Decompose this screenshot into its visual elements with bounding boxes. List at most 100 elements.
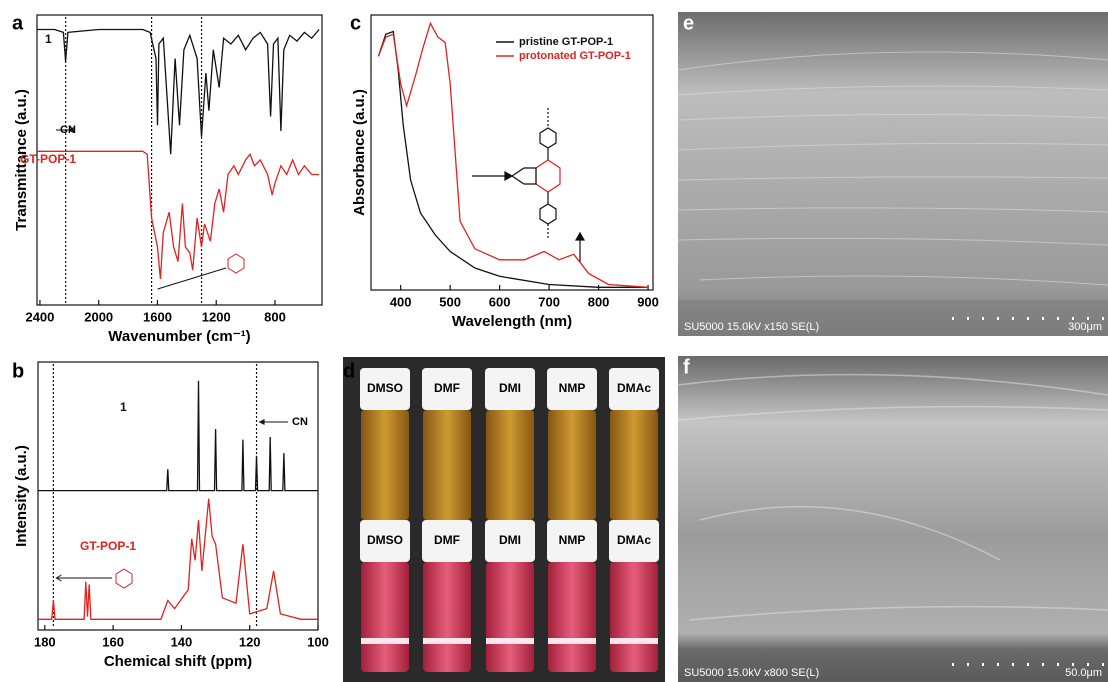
vial [423, 410, 471, 520]
panel-label: c [350, 12, 361, 34]
series-label: 1 [120, 400, 127, 414]
vial-label: DMF [434, 533, 460, 547]
arrow-head [67, 127, 74, 133]
scale-dot [982, 663, 984, 666]
x-tick-label: 140 [171, 634, 193, 649]
x-tick-label: 700 [538, 294, 560, 309]
laser-beam [423, 638, 471, 644]
structure [472, 108, 586, 262]
scale-dot [997, 663, 999, 666]
scale-dot [982, 317, 984, 320]
triazine-icon [115, 253, 245, 589]
scale-dot [1042, 317, 1044, 320]
plot-frame [370, 14, 654, 291]
series-line [38, 380, 318, 492]
panel-label: e [683, 12, 694, 34]
scale-dot [967, 663, 969, 666]
x-tick-label: 2000 [84, 309, 113, 324]
scale-dot [1042, 663, 1044, 666]
vial [486, 410, 534, 520]
x-tick-label: 900 [637, 294, 659, 309]
vial-label: NMP [559, 533, 586, 547]
vial-label: DMSO [367, 533, 403, 547]
x-tick-label: 800 [588, 294, 610, 309]
scale-dot [1087, 663, 1089, 666]
scale-dot [1072, 317, 1074, 320]
vial-cap [485, 520, 535, 562]
scale-dot [1102, 663, 1104, 666]
x-axis-label: Chemical shift (ppm) [104, 653, 252, 670]
scale-dot [1012, 317, 1014, 320]
panel-label: a [12, 12, 24, 34]
vial-cap [547, 368, 597, 410]
x-tick-label: 1200 [202, 309, 231, 324]
y-axis-label: Intensity (a.u.) [13, 445, 30, 547]
plot-frame [37, 361, 319, 631]
vial-cap [422, 368, 472, 410]
vial [361, 410, 409, 520]
vial-label: DMAc [617, 381, 651, 395]
y-axis-label: Absorbance (a.u.) [351, 89, 368, 216]
plot-frame [36, 14, 323, 306]
vial-cap [609, 520, 659, 562]
vial [361, 562, 409, 672]
legend-label: pristine GT-POP-1 [519, 36, 613, 48]
panel-label: f [683, 356, 690, 378]
sem-texture [677, 373, 1108, 621]
x-axis-label: Wavelength (nm) [452, 313, 572, 330]
vial-label: DMI [499, 381, 521, 395]
scale-dot [1057, 663, 1059, 666]
scale-dot [1087, 317, 1089, 320]
x-tick-label: 2400 [25, 309, 54, 324]
x-tick-label: 120 [239, 634, 261, 649]
sem-texture [677, 51, 1108, 286]
x-tick-label: 400 [390, 294, 412, 309]
vial-label: DMI [499, 533, 521, 547]
sem-scale: 50.0μm [1065, 667, 1102, 679]
scale-dot [952, 317, 954, 320]
scale-dot [1012, 663, 1014, 666]
scale-dot [1057, 317, 1059, 320]
vial-cap [422, 520, 472, 562]
series-line [38, 498, 318, 620]
x-tick-label: 100 [307, 634, 329, 649]
vial [486, 562, 534, 672]
vial-label: DMSO [367, 381, 403, 395]
annotation: CN [292, 416, 308, 428]
vial-cap [360, 520, 410, 562]
vial-cap [360, 368, 410, 410]
vial [548, 410, 596, 520]
vial-cap [609, 368, 659, 410]
series-label: 1 [45, 32, 52, 46]
vial-label: DMF [434, 381, 460, 395]
x-tick-label: 160 [102, 634, 124, 649]
y-axis-label: Transmittance (a.u.) [13, 89, 30, 231]
laser-beam [361, 638, 409, 644]
scale-dot [997, 317, 999, 320]
sem-image [678, 356, 1108, 682]
sem-info: SU5000 15.0kV x150 SE(L) [684, 321, 819, 333]
series-label: GT-POP-1 [20, 152, 76, 166]
laser-beam [486, 638, 534, 644]
vial [423, 562, 471, 672]
scale-dot [1027, 663, 1029, 666]
sem-info: SU5000 15.0kV x800 SE(L) [684, 667, 819, 679]
sem-image [678, 12, 1108, 336]
series-label: GT-POP-1 [80, 539, 136, 553]
x-tick-label: 500 [439, 294, 461, 309]
x-tick-label: 800 [264, 309, 286, 324]
sem-base [678, 300, 1108, 336]
vial-label: DMAc [617, 533, 651, 547]
annotation-arrow [157, 267, 227, 290]
laser-beam [610, 638, 658, 644]
scale-dot [1072, 663, 1074, 666]
panel-label: b [12, 360, 24, 382]
series-line [377, 21, 649, 288]
x-axis-label: Wavenumber (cm⁻¹) [108, 328, 250, 345]
panel-label: d [343, 360, 355, 382]
vial-cap [485, 368, 535, 410]
legend-label: protonated GT-POP-1 [519, 50, 631, 62]
scale-dot [1027, 317, 1029, 320]
scale-dot [1102, 317, 1104, 320]
